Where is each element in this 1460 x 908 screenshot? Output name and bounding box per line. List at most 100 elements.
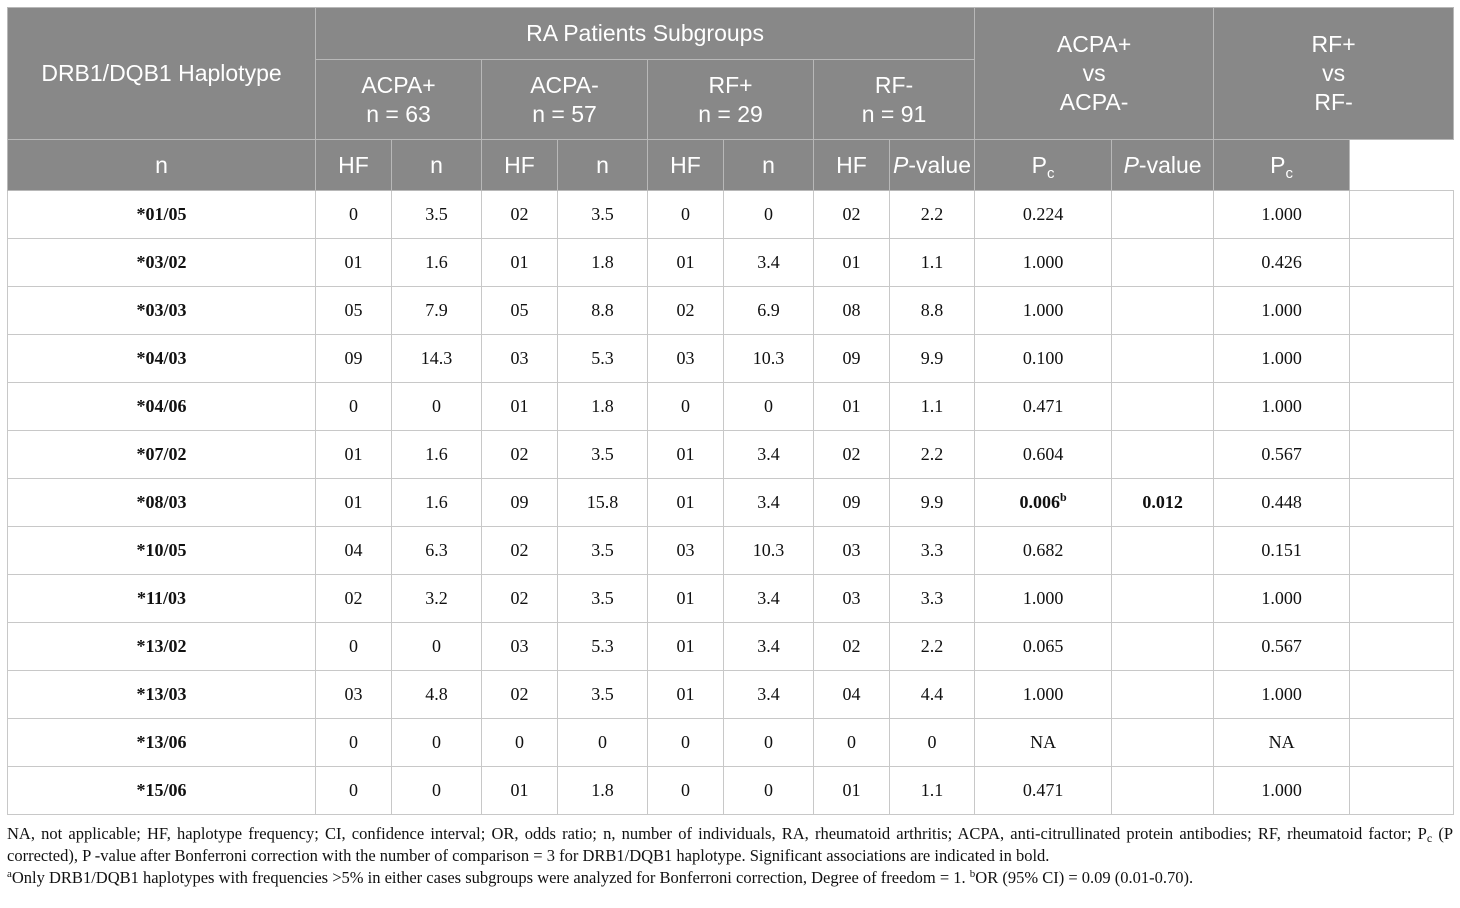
group-name: RF+ [708, 71, 753, 98]
count-cell: 02 [481, 190, 558, 239]
frequency-cell: 3.3 [888, 526, 976, 575]
frequency-cell: 3.3 [888, 574, 976, 623]
frequency-cell: 3.5 [557, 430, 648, 479]
acpa-pc-cell [1111, 766, 1215, 815]
count-cell: 02 [647, 286, 724, 335]
frequency-cell: 5.3 [557, 334, 648, 383]
count-cell: 0 [315, 622, 392, 671]
frequency-cell: 2.2 [888, 622, 976, 671]
rf-pc-cell [1349, 382, 1455, 431]
frequency-cell: 1.1 [888, 766, 976, 815]
frequency-cell: 1.8 [557, 382, 648, 431]
haplotype-cell: *13/03 [7, 670, 316, 719]
p-value-suffix: -value [1138, 151, 1202, 178]
frequency-cell: 3.4 [723, 430, 814, 479]
haplotype-cell: *11/03 [7, 574, 316, 623]
table-row: *01/05 0 3.5 02 3.5 0 0 02 2.2 0.224 1.000 [7, 190, 1455, 239]
footnote-marker: b [1059, 490, 1067, 504]
frequency-cell: 10.3 [723, 334, 814, 383]
table-row: *13/06 0 0 0 0 0 0 0 0 NA NA [7, 718, 1455, 767]
rf-pc-cell [1349, 190, 1455, 239]
frequency-cell: 2.2 [888, 430, 976, 479]
count-cell: 05 [481, 286, 558, 335]
count-cell: 03 [315, 670, 392, 719]
count-cell: 03 [481, 334, 558, 383]
acpa-comparison-line1: ACPA+ [1056, 31, 1132, 57]
frequency-cell: 6.9 [723, 286, 814, 335]
acpa-p-value: 0.065 [1022, 636, 1064, 656]
acpa-pc-cell [1111, 574, 1215, 623]
count-cell: 03 [813, 526, 890, 575]
count-cell: 01 [647, 238, 724, 287]
rf-pc-cell [1349, 718, 1455, 767]
acpa-p-value-cell: 0.604 [974, 430, 1113, 479]
group-name: RF- [874, 71, 914, 98]
frequency-cell: 3.5 [557, 526, 648, 575]
n-header: n [723, 139, 814, 191]
pc-subscript: c [1047, 164, 1055, 182]
group-count: n = 29 [698, 100, 763, 127]
count-cell: 09 [315, 334, 392, 383]
count-cell: 03 [813, 574, 890, 623]
haplotype-cell: *10/05 [7, 526, 316, 575]
rf-pc-cell [1349, 238, 1455, 287]
acpa-p-value: NA [1030, 732, 1057, 752]
hf-header: HF [647, 139, 724, 191]
pc-letter: P [1270, 151, 1286, 178]
haplotype-cell: *04/03 [7, 334, 316, 383]
acpa-p-value: 0.604 [1022, 444, 1064, 464]
acpa-pc-cell [1111, 718, 1215, 767]
acpa-pc-cell [1111, 622, 1215, 671]
count-cell: 01 [813, 238, 890, 287]
count-cell: 01 [647, 430, 724, 479]
haplotype-table: DRB1/DQB1 Haplotype RA Patients Subgroup… [7, 7, 1455, 815]
table-row: *03/02 01 1.6 01 1.8 01 3.4 01 1.1 1.000 0.426 [7, 238, 1455, 287]
rf-p-value-cell: 0.448 [1213, 478, 1351, 527]
frequency-cell: 7.9 [391, 286, 482, 335]
footnote-bonferroni: aOnly DRB1/DQB1 haplotypes with frequenc… [7, 868, 1194, 887]
acpa-p-value: 0.224 [1022, 204, 1064, 224]
rf-comparison-line2: vs [1322, 60, 1346, 86]
acpa-p-value-cell: 1.000 [974, 574, 1113, 623]
count-cell: 09 [481, 478, 558, 527]
frequency-cell: 3.5 [391, 190, 482, 239]
acpa-pc-cell [1111, 286, 1215, 335]
count-cell: 03 [647, 334, 724, 383]
table-row: *07/02 01 1.6 02 3.5 01 3.4 02 2.2 0.604 0.567 [7, 430, 1455, 479]
count-cell: 04 [315, 526, 392, 575]
frequency-cell: 1.1 [888, 238, 976, 287]
frequency-cell: 8.8 [557, 286, 648, 335]
count-cell: 01 [315, 478, 392, 527]
subgroups-header: RA Patients Subgroups [314, 7, 976, 60]
acpa-p-value-cell: 0.471 [974, 382, 1113, 431]
frequency-cell: 1.8 [557, 238, 648, 287]
rf-p-value-cell: 1.000 [1213, 286, 1351, 335]
acpa-p-value: 0.471 [1022, 780, 1064, 800]
frequency-cell: 1.1 [888, 382, 976, 431]
group-count: n = 91 [861, 100, 927, 127]
acpa-p-value: 1.000 [1022, 588, 1064, 608]
rf-p-value-cell: 0.151 [1213, 526, 1351, 575]
count-cell: 01 [481, 382, 558, 431]
table-container: DRB1/DQB1 Haplotype RA Patients Subgroup… [7, 7, 1455, 815]
acpa-pc-cell [1111, 238, 1215, 287]
rf-comparison-line3: RF- [1314, 89, 1353, 115]
group-header: RF+ n = 29 [647, 59, 814, 140]
acpa-p-value: 1.000 [1022, 684, 1064, 704]
table-row: *13/03 03 4.8 02 3.5 01 3.4 04 4.4 1.000 1.000 [7, 670, 1455, 719]
table-row: *11/03 02 3.2 02 3.5 01 3.4 03 3.3 1.000 1.000 [7, 574, 1455, 623]
acpa-p-value-cell: 1.000 [974, 238, 1113, 287]
frequency-cell: 6.3 [391, 526, 482, 575]
frequency-cell: 14.3 [391, 334, 482, 383]
frequency-cell: 10.3 [723, 526, 814, 575]
frequency-cell: 0 [557, 718, 648, 767]
frequency-cell: 9.9 [888, 334, 976, 383]
count-cell: 09 [813, 478, 890, 527]
haplotype-cell: *15/06 [7, 766, 316, 815]
count-cell: 0 [315, 190, 392, 239]
count-cell: 01 [647, 670, 724, 719]
haplotype-header: DRB1/DQB1 Haplotype [7, 7, 316, 140]
haplotype-cell: *08/03 [7, 478, 316, 527]
rf-pc-cell [1349, 334, 1455, 383]
frequency-cell: 0 [723, 382, 814, 431]
